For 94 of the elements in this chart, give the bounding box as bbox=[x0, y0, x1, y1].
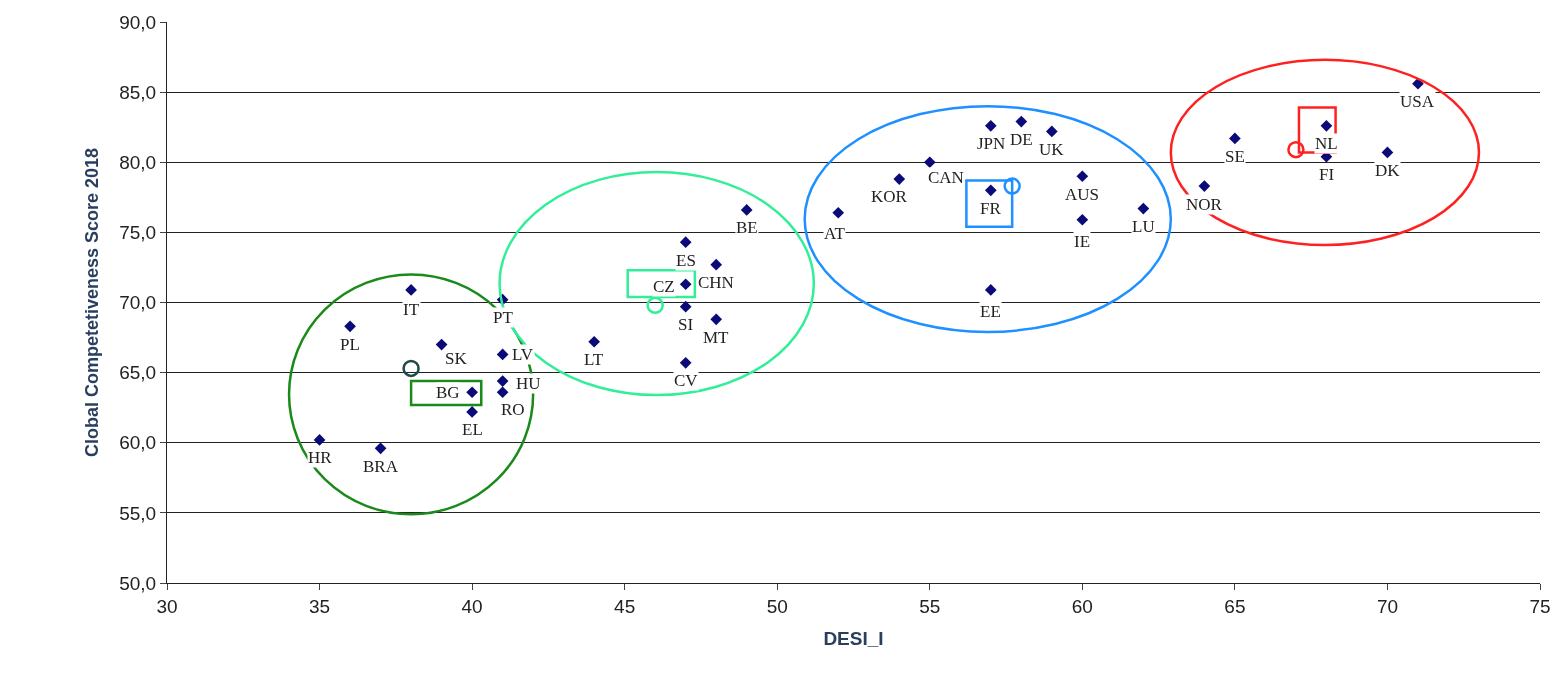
annotation: EE bbox=[980, 302, 1001, 321]
point bbox=[710, 313, 723, 326]
point bbox=[1198, 180, 1211, 192]
point bbox=[832, 206, 845, 219]
annotation: USA bbox=[1400, 92, 1435, 111]
annotation: PT bbox=[493, 308, 514, 327]
point bbox=[1003, 177, 1021, 195]
point bbox=[984, 184, 997, 197]
point bbox=[1287, 140, 1305, 159]
y-axis-title: Clobal Competetiveness Score 2018 bbox=[82, 147, 103, 458]
x-axis-title: DESI_I bbox=[823, 627, 884, 649]
y-tick-label: 90,0 bbox=[119, 11, 157, 33]
point bbox=[435, 338, 448, 351]
point bbox=[313, 434, 326, 446]
annotation: LV bbox=[512, 345, 534, 364]
annotation: SI bbox=[678, 315, 694, 334]
point bbox=[402, 359, 420, 378]
annotation: LU bbox=[1132, 217, 1155, 236]
y-tick-label: 50,0 bbox=[119, 572, 157, 594]
point bbox=[1015, 115, 1028, 128]
y-tick-label: 75,0 bbox=[119, 222, 157, 244]
annotation: BE bbox=[736, 218, 758, 237]
x-tick-label: 75 bbox=[1529, 595, 1551, 617]
annotation: IT bbox=[403, 300, 420, 319]
annotation: AUS bbox=[1065, 185, 1100, 204]
point bbox=[1381, 146, 1394, 159]
point bbox=[1045, 125, 1058, 138]
point bbox=[1076, 213, 1089, 226]
point bbox=[923, 156, 936, 169]
x-tick-label: 30 bbox=[156, 595, 178, 617]
annotation: BG bbox=[436, 383, 460, 402]
annotation: AT bbox=[824, 224, 846, 243]
annotation: CHN bbox=[698, 273, 734, 292]
annotation: NOR bbox=[1186, 195, 1223, 214]
point bbox=[496, 386, 509, 399]
point bbox=[1320, 119, 1333, 132]
point bbox=[344, 320, 356, 333]
point bbox=[893, 173, 906, 185]
annotation: EL bbox=[462, 420, 483, 439]
point bbox=[710, 258, 723, 271]
annotation: BRA bbox=[363, 457, 399, 476]
y-tick-label: 70,0 bbox=[119, 292, 157, 314]
annotation: UK bbox=[1039, 140, 1065, 159]
x-tick-label: 60 bbox=[1071, 595, 1093, 617]
annotation: SK bbox=[445, 349, 468, 368]
y-tick-label: 65,0 bbox=[119, 362, 157, 384]
point bbox=[679, 300, 692, 313]
annotation: RO bbox=[501, 400, 525, 419]
point bbox=[466, 386, 478, 399]
annotation: ES bbox=[676, 251, 696, 270]
annotation: LT bbox=[584, 350, 604, 369]
annotation: SE bbox=[1225, 147, 1245, 166]
annotation: PL bbox=[340, 335, 360, 354]
point bbox=[984, 284, 997, 296]
x-tick-label: 50 bbox=[766, 595, 788, 617]
point bbox=[496, 348, 509, 361]
x-tick-label: 35 bbox=[308, 595, 331, 617]
annotation: MT bbox=[703, 328, 730, 347]
x-tick-label: 70 bbox=[1376, 595, 1399, 617]
x-tick-label: 65 bbox=[1224, 595, 1246, 617]
point bbox=[588, 335, 601, 348]
point bbox=[679, 356, 692, 369]
annotation: FR bbox=[980, 199, 1002, 218]
annotation: CV bbox=[674, 371, 699, 390]
annotation: FI bbox=[1319, 165, 1335, 184]
point bbox=[984, 119, 997, 132]
annotation: HR bbox=[308, 448, 333, 467]
annotation: JPN bbox=[977, 134, 1006, 153]
point bbox=[1076, 170, 1089, 183]
annotation: CAN bbox=[928, 168, 964, 187]
y-tick-label: 60,0 bbox=[119, 432, 157, 454]
annotation: HU bbox=[516, 374, 541, 393]
point bbox=[1137, 202, 1150, 215]
annotation: DE bbox=[1010, 130, 1033, 149]
x-tick-label: 45 bbox=[614, 595, 636, 617]
y-tick-label: 80,0 bbox=[119, 151, 157, 173]
annotation: NL bbox=[1315, 134, 1338, 153]
point bbox=[679, 236, 692, 249]
y-tick-label: 55,0 bbox=[119, 502, 157, 524]
point bbox=[1229, 132, 1241, 145]
annotation: CZ bbox=[653, 277, 675, 296]
annotation: KOR bbox=[871, 187, 908, 206]
point bbox=[740, 204, 753, 216]
x-tick-label: 40 bbox=[461, 595, 483, 617]
point bbox=[679, 278, 692, 291]
annotation: DK bbox=[1375, 161, 1401, 180]
point bbox=[466, 406, 478, 418]
point bbox=[374, 442, 387, 455]
point bbox=[405, 284, 417, 296]
y-tick-label: 85,0 bbox=[119, 81, 157, 103]
point bbox=[496, 375, 509, 387]
annotation: IE bbox=[1074, 232, 1091, 251]
point bbox=[646, 296, 664, 315]
x-tick-label: 55 bbox=[919, 595, 941, 617]
